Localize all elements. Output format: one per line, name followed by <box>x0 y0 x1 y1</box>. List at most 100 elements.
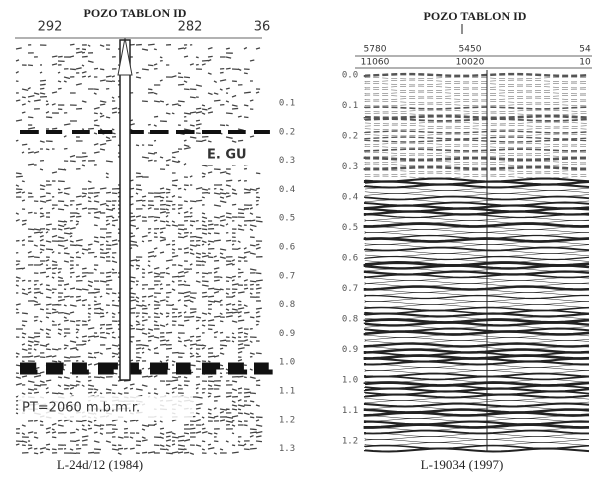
time-label: 0.1 <box>342 101 358 111</box>
seismic-trace <box>363 165 590 171</box>
seismic-trace <box>364 145 590 149</box>
trace-label: 282 <box>178 20 203 35</box>
seismic-trace <box>364 121 590 125</box>
seismic-trace <box>364 280 590 284</box>
time-label: 0.3 <box>279 156 295 166</box>
time-label: 1.1 <box>342 406 358 416</box>
seismic-trace <box>363 210 590 216</box>
seismic-trace <box>363 357 590 363</box>
seismic-trace <box>364 124 590 128</box>
seismic-trace <box>364 298 590 302</box>
seismic-trace <box>364 190 590 194</box>
time-label: 0.8 <box>279 300 295 310</box>
seismic-trace <box>364 304 590 308</box>
seismic-trace <box>363 402 590 408</box>
seismic-trace <box>364 109 590 113</box>
time-label: 1.2 <box>342 437 358 447</box>
seismic-trace <box>363 285 590 291</box>
seismic-trace <box>364 277 590 281</box>
seismic-trace <box>363 72 590 78</box>
time-label: 1.0 <box>342 376 358 386</box>
seismic-trace <box>364 283 590 287</box>
seismic-trace <box>364 133 590 137</box>
annotation: E. GU <box>207 148 247 163</box>
seismic-trace <box>364 151 590 155</box>
seismic-trace <box>364 250 590 254</box>
seismic-trace <box>363 114 590 120</box>
seismic-trace <box>364 91 590 95</box>
trace-label: 5450 <box>459 45 482 55</box>
seismic-trace <box>364 82 590 86</box>
seismic-trace <box>364 372 590 378</box>
seismic-trace <box>363 393 590 399</box>
seismic-trace <box>364 433 590 437</box>
seismic-trace <box>364 246 590 252</box>
seismic-trace <box>363 330 590 336</box>
seismic-trace <box>364 370 590 374</box>
time-label: 0.6 <box>342 254 358 264</box>
seismic-trace <box>363 360 589 366</box>
panel-title: POZO TABLON ID <box>84 6 187 20</box>
seismic-trace <box>364 195 590 201</box>
seismic-trace <box>364 154 590 158</box>
seismic-trace <box>364 255 590 261</box>
time-label: 0.0 <box>342 71 358 81</box>
time-label: 1.0 <box>279 358 295 368</box>
seismic-trace <box>364 367 590 371</box>
seismic-trace <box>364 337 590 341</box>
seismic-trace <box>364 103 590 107</box>
trace-label: 292 <box>38 20 63 35</box>
time-label: 0.9 <box>279 329 295 339</box>
seismic-trace <box>364 97 590 101</box>
trace-label: 10020 <box>456 58 485 68</box>
seismic-trace <box>363 447 590 453</box>
seismic-trace <box>364 148 590 152</box>
time-label: 1.1 <box>279 387 295 397</box>
seismic-trace <box>364 415 590 419</box>
panel-title: POZO TABLON ID <box>424 9 527 23</box>
time-label: 0.5 <box>279 214 295 224</box>
seismic-trace <box>364 241 590 245</box>
seismic-trace <box>364 160 590 164</box>
seismic-trace <box>364 85 590 89</box>
label-mask <box>195 143 262 165</box>
seismic-trace <box>364 118 590 122</box>
seismic-trace <box>364 220 590 224</box>
seismic-trace <box>364 94 590 98</box>
trace-label: 54 <box>579 45 591 55</box>
trace-label: 5780 <box>364 45 387 55</box>
seismic-trace <box>363 342 590 348</box>
seismic-trace <box>364 436 590 440</box>
time-label: 0.2 <box>342 132 358 142</box>
seismic-trace <box>363 264 590 270</box>
derrick <box>117 37 133 76</box>
seismic-trace <box>364 76 590 80</box>
annotation: PT=2060 m.b.m.r. <box>22 401 140 416</box>
seismic-trace <box>364 130 590 134</box>
time-label: 1.3 <box>279 444 295 454</box>
caption: L-24d/12 (1984) <box>57 457 143 472</box>
time-label: 0.4 <box>279 185 295 195</box>
seismic-trace <box>364 127 590 131</box>
seismic-trace <box>364 427 590 431</box>
seismic-trace <box>364 136 590 140</box>
seismic-trace <box>364 306 590 312</box>
time-label: 0.6 <box>279 243 295 253</box>
time-label: 1.2 <box>279 415 295 425</box>
seismic-trace <box>363 312 590 318</box>
seismic-trace <box>364 351 590 357</box>
seismic-trace <box>364 442 590 446</box>
seismic-trace <box>364 439 590 443</box>
seismic-trace <box>364 289 590 293</box>
seismic-trace <box>364 142 590 146</box>
seismic-trace <box>364 334 590 338</box>
seismic-trace <box>364 273 590 279</box>
seismic-trace <box>363 420 590 426</box>
seismic-trace <box>363 222 590 228</box>
seismic-trace <box>364 217 590 221</box>
seismic-trace <box>364 294 590 300</box>
seismic-trace <box>364 100 590 104</box>
well-bore <box>119 39 131 381</box>
time-label: 0.5 <box>342 223 358 233</box>
